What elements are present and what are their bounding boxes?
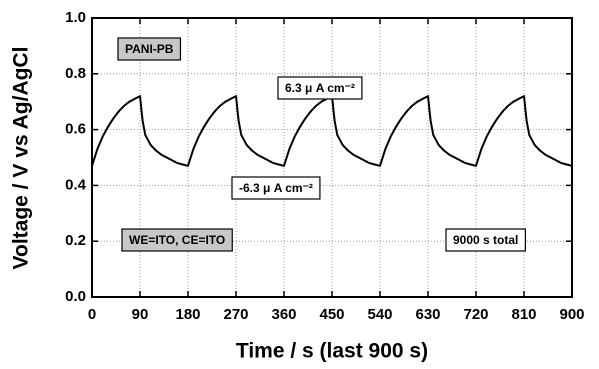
annotation: PANI-PB (125, 42, 174, 56)
x-tick-label: 180 (175, 306, 200, 323)
x-tick-label: 810 (511, 306, 536, 323)
y-tick-label: 0.6 (65, 121, 86, 138)
annotation-box (117, 37, 182, 61)
x-tick-label: 900 (559, 306, 584, 323)
x-tick-label: 540 (367, 306, 392, 323)
annotation: 6.3 μ A cm⁻² (285, 81, 355, 95)
x-axis-label: Time / s (last 900 s) (236, 340, 428, 363)
annotation: 9000 s total (453, 233, 518, 247)
annotation-box (231, 176, 321, 200)
data-line (91, 95, 573, 167)
plot-frame (91, 17, 573, 298)
x-tick-label: 0 (88, 306, 96, 323)
y-axis-label: Voltage / V vs Ag/AgCl (10, 47, 33, 270)
y-tick-label: 0.4 (65, 176, 87, 193)
x-tick-label: 360 (271, 306, 296, 323)
x-tick-label: 450 (319, 306, 344, 323)
x-tick-label: 720 (463, 306, 488, 323)
annotation-box (121, 228, 233, 252)
y-tick-label: 0.2 (65, 232, 86, 249)
y-tick-label: 1.0 (65, 9, 86, 26)
annotation: -6.3 μ A cm⁻² (239, 181, 313, 195)
x-tick-label: 90 (132, 306, 149, 323)
x-tick-label: 270 (223, 306, 248, 323)
annotation-box (445, 228, 526, 252)
y-tick-label: 0.0 (65, 288, 86, 305)
x-tick-label: 630 (415, 306, 440, 323)
y-tick-label: 0.8 (65, 65, 86, 82)
annotation: WE=ITO, CE=ITO (129, 233, 225, 247)
annotation-box (277, 76, 363, 100)
